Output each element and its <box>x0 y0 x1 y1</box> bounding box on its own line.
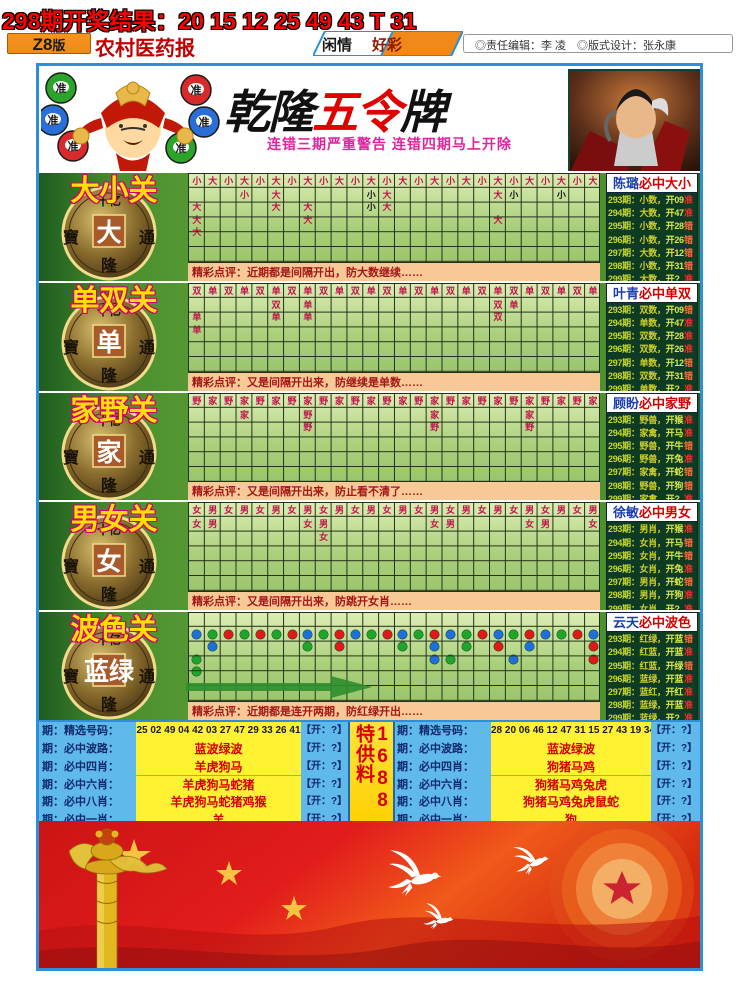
svg-text:寶: 寶 <box>63 338 79 357</box>
svg-text:寶: 寶 <box>63 557 79 576</box>
svg-text:通: 通 <box>139 558 155 576</box>
svg-text:准: 准 <box>56 81 67 95</box>
svg-text:隆: 隆 <box>101 695 118 714</box>
svg-text:通: 通 <box>139 668 155 686</box>
svg-text:隆: 隆 <box>101 585 118 604</box>
svg-text:寶: 寶 <box>63 448 79 467</box>
svg-text:隆: 隆 <box>101 256 118 275</box>
svg-text:单: 单 <box>96 329 121 357</box>
svg-text:隆: 隆 <box>101 476 118 495</box>
svg-text:隆: 隆 <box>101 366 118 385</box>
svg-text:准: 准 <box>48 113 59 127</box>
svg-text:准: 准 <box>191 83 202 97</box>
svg-text:通: 通 <box>139 339 155 357</box>
svg-text:大: 大 <box>96 219 121 247</box>
svg-text:蓝绿: 蓝绿 <box>84 657 135 686</box>
svg-text:通: 通 <box>139 449 155 467</box>
svg-text:寶: 寶 <box>63 228 79 247</box>
svg-text:女: 女 <box>96 547 121 576</box>
svg-text:家: 家 <box>96 438 121 467</box>
svg-text:准: 准 <box>199 115 210 129</box>
svg-text:寶: 寶 <box>63 667 79 686</box>
svg-text:通: 通 <box>139 229 155 247</box>
